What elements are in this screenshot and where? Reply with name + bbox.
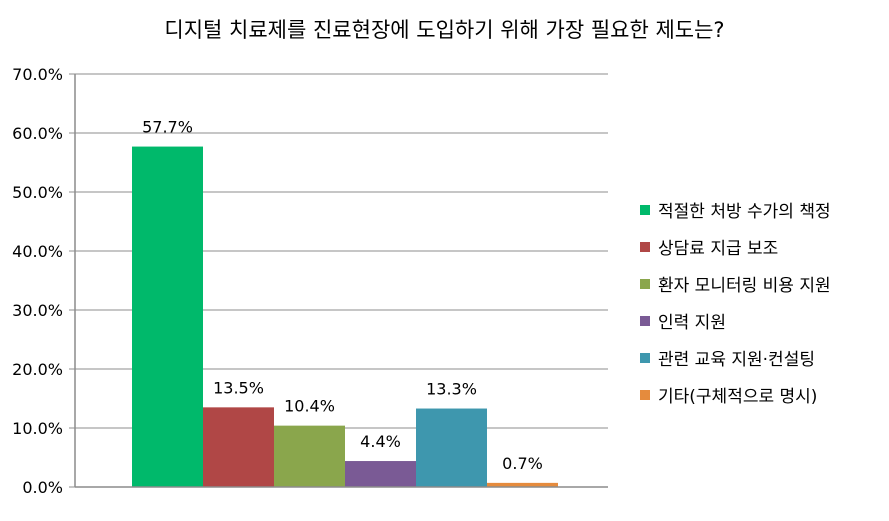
legend-item: 인력 지원 [640,302,885,339]
legend-swatch [640,278,650,289]
y-tick-label: 10.0% [12,419,63,438]
bar [345,461,416,487]
legend-item: 적절한 처방 수가의 책정 [640,191,885,228]
chart-title: 디지털 치료제를 진료현장에 도입하기 위해 가장 필요한 제도는? [164,18,725,42]
data-label: 10.4% [284,397,335,416]
legend-item: 환자 모니터링 비용 지원 [640,265,885,302]
legend-label: 기타(구체적으로 명시) [658,387,818,407]
legend-item: 기타(구체적으로 명시) [640,376,885,413]
bar [203,407,274,487]
y-tick-label: 40.0% [12,242,63,261]
data-label: 13.5% [213,378,264,397]
legend-swatch [640,315,650,326]
legend-label: 인력 지원 [658,313,726,333]
legend-swatch [640,241,650,252]
bar [416,408,487,487]
legend-item: 관련 교육 지원·컨설팅 [640,339,885,376]
legend-label: 관련 교육 지원·컨설팅 [658,350,815,370]
bar [132,146,203,487]
bar [487,482,558,487]
y-tick-label: 70.0% [12,65,63,84]
bar [274,425,345,487]
legend-label: 환자 모니터링 비용 지원 [658,276,831,296]
data-label: 57.7% [142,118,193,137]
y-tick-label: 30.0% [12,301,63,320]
legend-label: 상담료 지급 보조 [658,239,779,259]
legend-swatch [640,389,650,400]
data-label: 0.7% [502,454,543,473]
legend-swatch [640,352,650,363]
y-tick-label: 60.0% [12,124,63,143]
legend-swatch [640,204,650,215]
y-tick-label: 20.0% [12,360,63,379]
y-tick-label: 50.0% [12,183,63,202]
data-label: 4.4% [360,432,401,451]
y-tick-label: 0.0% [22,478,63,497]
legend-label: 적절한 처방 수가의 책정 [658,202,831,222]
data-label: 13.3% [426,380,477,399]
legend-item: 상담료 지급 보조 [640,228,885,265]
